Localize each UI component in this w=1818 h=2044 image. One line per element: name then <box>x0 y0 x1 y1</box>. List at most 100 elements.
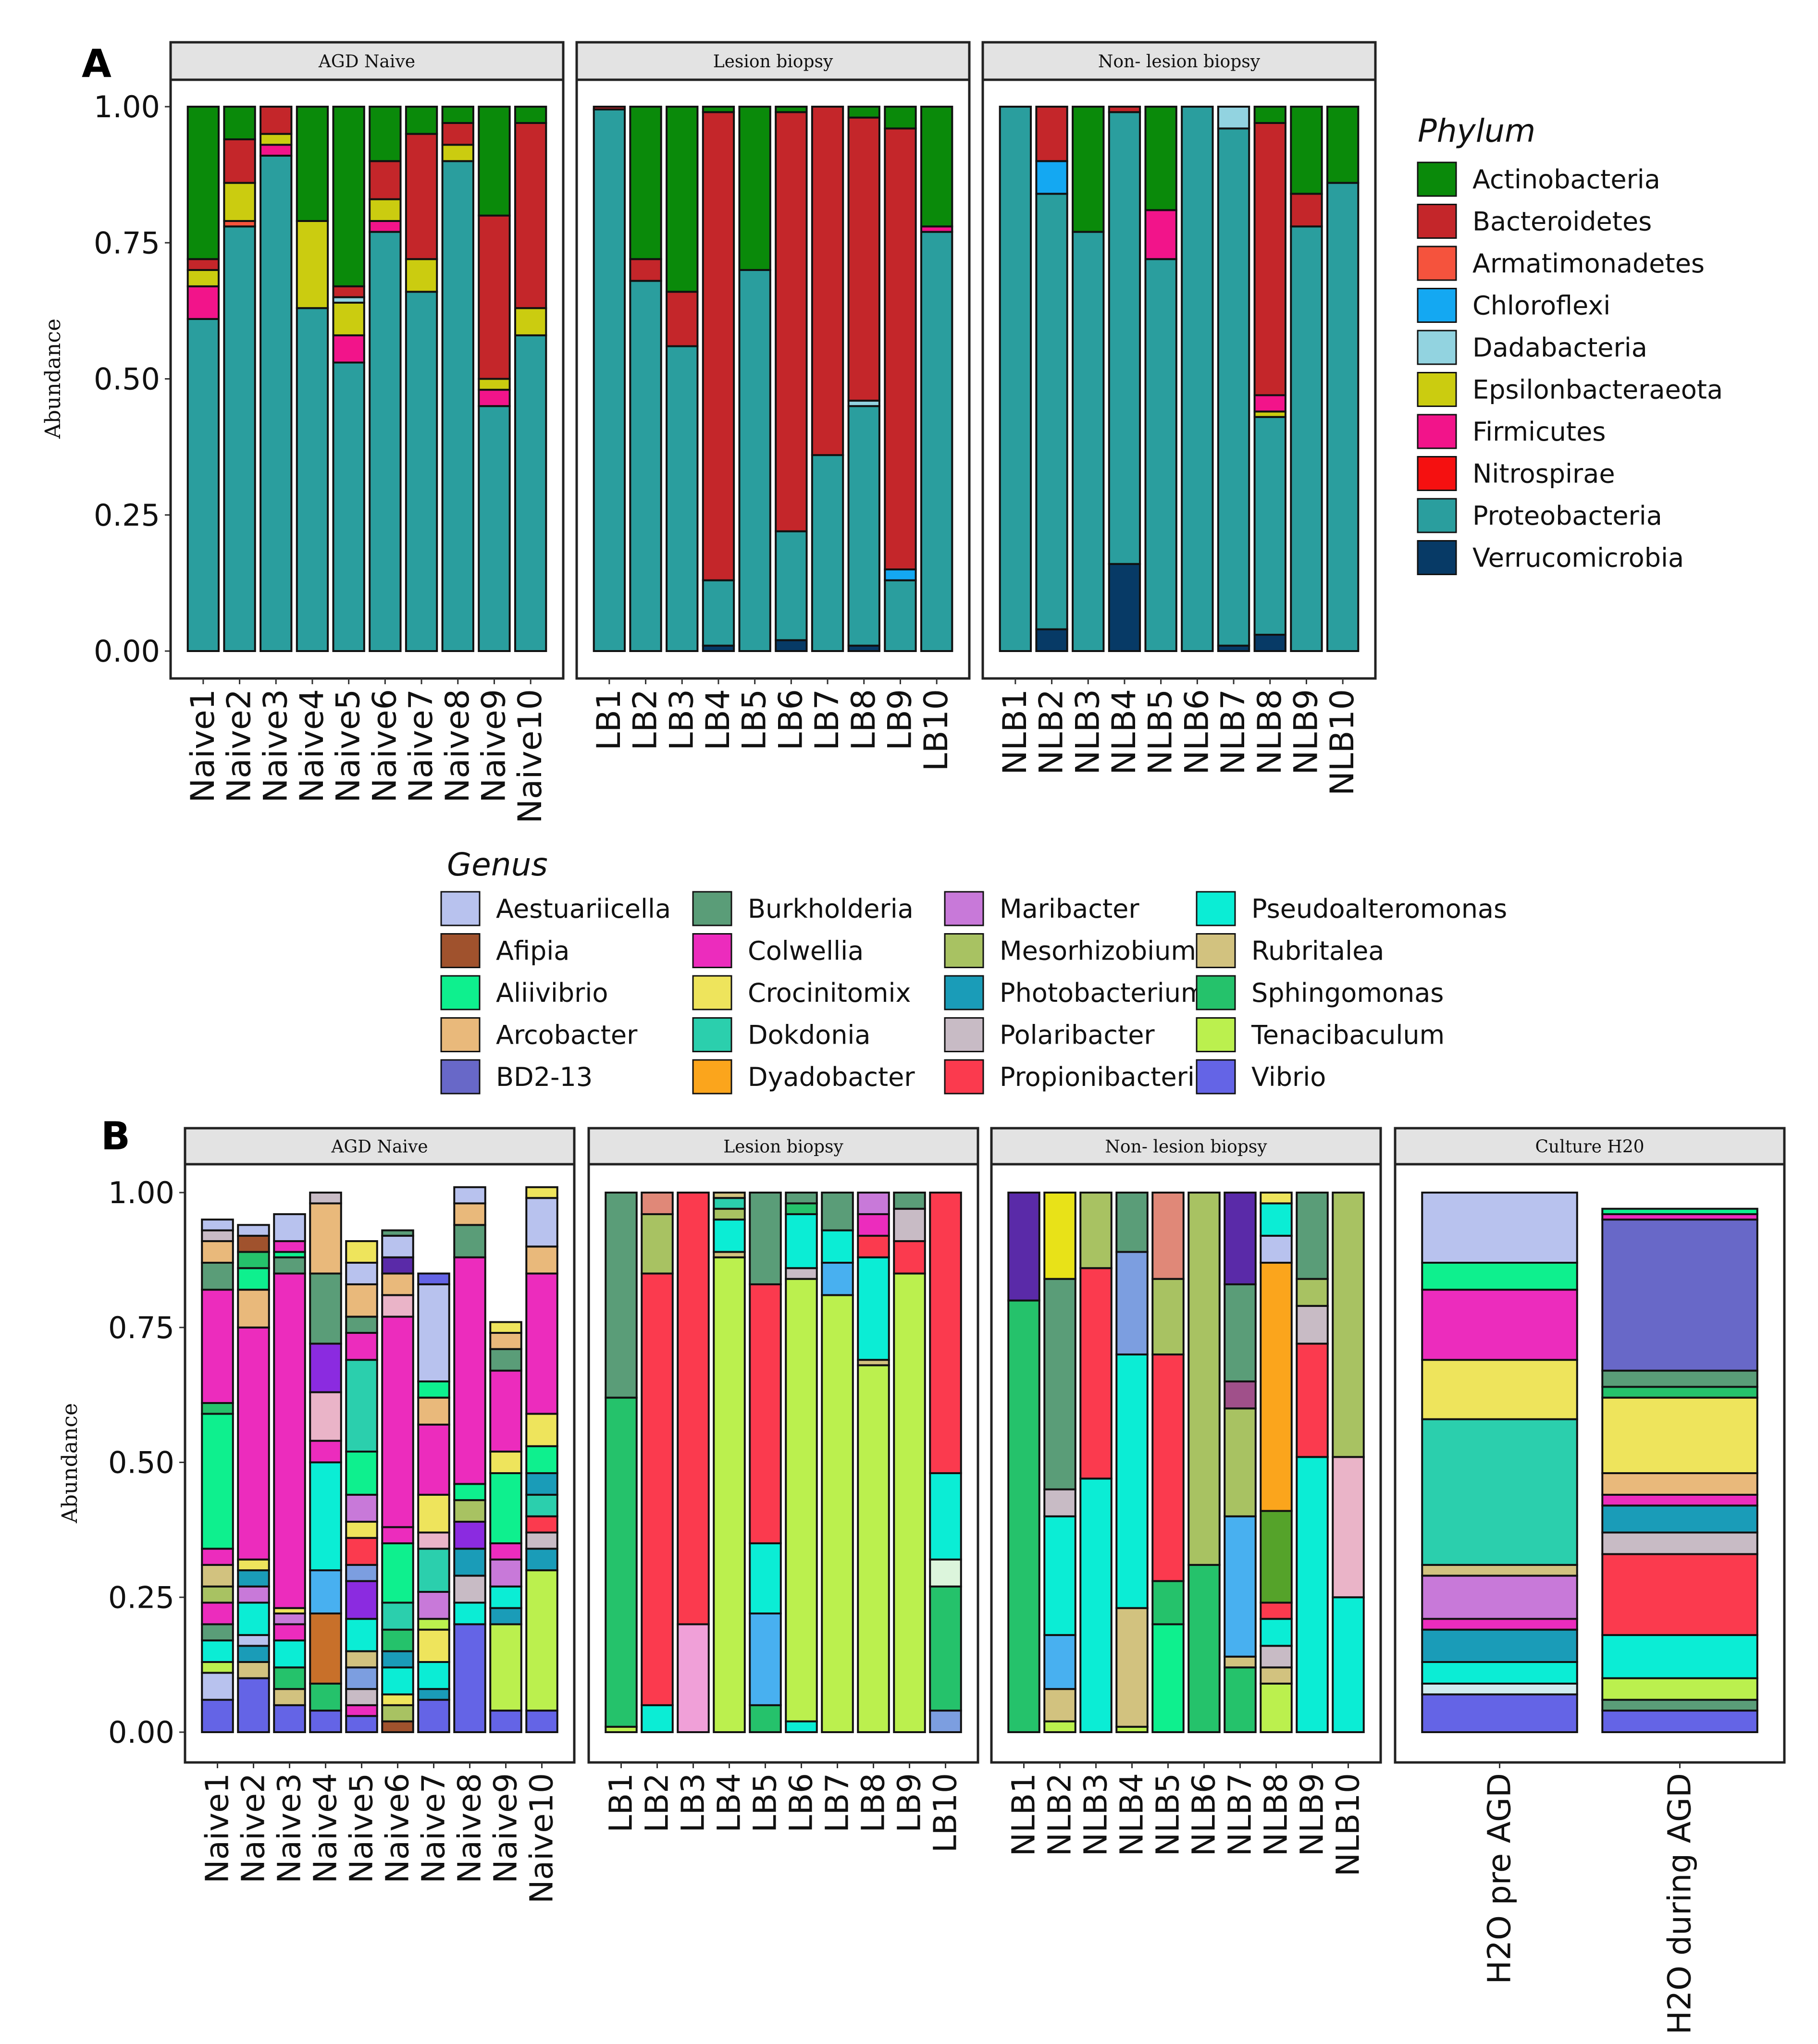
bar-segment-photobacterium <box>237 1569 270 1588</box>
bar-nlb7 <box>1224 1192 1257 1733</box>
bar-segment-bacteroidetes <box>1290 193 1323 228</box>
bar-segment-firmicutes <box>1253 394 1286 413</box>
bar-segment-unlabeled-purple <box>309 1342 342 1393</box>
x-tick-label: Naive10 <box>511 689 549 824</box>
bar-segment-actinobacteria <box>920 106 953 228</box>
legend-label-rubritalea: Rubritalea <box>1251 936 1384 966</box>
bar-segment-aestuariicella <box>381 1234 414 1258</box>
bar-segment-pseudoalteromonas <box>641 1704 674 1734</box>
bar-segment-aestuariicella <box>201 1672 234 1701</box>
bar-segment-burkholderia <box>453 1224 486 1258</box>
bar-segment-bacteroidetes <box>702 111 735 581</box>
bar-lb8 <box>847 106 880 653</box>
legend-key-proteobacteria <box>1417 498 1457 533</box>
legend-label-aestuariicella: Aestuariicella <box>496 894 671 924</box>
bar-segment-arcobacter <box>381 1272 414 1296</box>
bar-segment-photobacterium <box>1421 1628 1578 1663</box>
bar-segment-verrucomicrobia <box>1108 563 1141 652</box>
bar-nlb5 <box>1151 1192 1185 1733</box>
bar-segment-aliivibrio <box>201 1413 234 1550</box>
bar-segment-crocinitomix <box>381 1693 414 1706</box>
bar-segment-mesorhizobium <box>201 1585 234 1604</box>
bar-segment-propionibacterium <box>1079 1267 1113 1480</box>
bar-segment-colwellia <box>489 1542 522 1561</box>
bar-naive8 <box>453 1186 486 1733</box>
bar-segment-burkholderia <box>309 1272 342 1345</box>
bar-segment-vibrio <box>237 1677 270 1733</box>
bar-naive7 <box>405 106 438 652</box>
bar-naive9 <box>489 1321 522 1734</box>
x-tick-label: Naive3 <box>257 689 295 803</box>
bar-segment-actinobacteria <box>1290 106 1323 195</box>
bar-naive5 <box>332 106 365 652</box>
bar-segment-mesorhizobium <box>453 1499 486 1523</box>
x-tick-label: LB4 <box>699 689 737 751</box>
bar-segment-burkholderia <box>893 1192 926 1210</box>
bar-segment-proteobacteria <box>847 405 880 647</box>
bar-segment-unlabeled-mauve <box>1224 1380 1257 1410</box>
x-tick-label: NLB3 <box>1069 689 1107 775</box>
bar-segment-colwellia <box>525 1272 558 1415</box>
legend-label-burkholderia: Burkholderia <box>748 894 914 924</box>
bar-lb7 <box>811 106 844 652</box>
bar-naive3 <box>260 106 293 653</box>
bar-segment-actinobacteria <box>369 106 402 162</box>
x-tick-label: LB6 <box>772 689 810 751</box>
bar-segment-bacteroidetes <box>1035 106 1068 162</box>
bar-nlb2 <box>1043 1192 1076 1734</box>
bar-segment-proteobacteria <box>1035 193 1068 630</box>
bar-segment-unlabeled-dark-purple <box>1224 1192 1257 1285</box>
facet-culture-h20: Culture H20 H2O pre AGD H2O during AGD <box>1394 1127 1786 2034</box>
x-tick-label: LB2 <box>627 689 665 751</box>
bar-naive10 <box>514 106 547 652</box>
bar-segment-actinobacteria <box>514 106 547 124</box>
bar-segment-aestuariicella <box>417 1283 450 1383</box>
bar-segment-chloroflexi <box>884 568 917 581</box>
bar-segment-mesorhizobium <box>641 1213 674 1275</box>
x-tick-label: Naive3 <box>271 1773 308 1884</box>
legend-label-arcobacter: Arcobacter <box>496 1020 638 1050</box>
bar-segment-proteobacteria <box>920 231 953 652</box>
legend-key-armatimonadetes <box>1417 246 1457 281</box>
legend-label-armatimonadetes: Armatimonadetes <box>1472 248 1705 279</box>
bar-segment-proteobacteria <box>702 579 735 647</box>
bar-segment-unlabeled-brown <box>309 1612 342 1685</box>
bar-segment-pseudoalteromonas <box>345 1618 378 1652</box>
bar-segment-unlabeled-sky <box>749 1612 782 1706</box>
x-tick-label: NLB7 <box>1222 1773 1259 1856</box>
x-tick-label: Naive5 <box>330 689 368 803</box>
bar-nlb1 <box>999 106 1032 652</box>
facet-title: AGD Naive <box>331 1137 428 1157</box>
bar-segment-proteobacteria <box>775 530 808 641</box>
legend-key-vibrio <box>1196 1059 1236 1095</box>
bar-nlb3 <box>1072 106 1105 652</box>
bar-segment-polaribacter <box>345 1688 378 1706</box>
x-tick-label: NLB10 <box>1330 1773 1367 1876</box>
bar-segment-actinobacteria <box>186 106 220 260</box>
bar-segment-bacteroidetes <box>369 160 402 200</box>
bar-lb10 <box>920 106 953 652</box>
bar-segment-firmicutes <box>260 144 293 157</box>
bar-lb7 <box>821 1192 854 1734</box>
bar-segment-maribacter <box>1421 1575 1578 1620</box>
facet-agd-naive: AGD NaiveNaive1Naive2Naive3Naive4Naive5N… <box>184 1127 576 1904</box>
x-tick-label: LB7 <box>819 1773 856 1833</box>
bar-segment-actinobacteria <box>1253 106 1286 124</box>
facet-strip <box>575 41 971 81</box>
bar-nlb6 <box>1187 1192 1221 1734</box>
bar-segment-sphingomonas <box>1224 1666 1257 1733</box>
bar-segment-arcobacter <box>201 1240 234 1264</box>
bar-segment-proteobacteria <box>332 361 365 652</box>
bar-segment-colwellia <box>1421 1289 1578 1361</box>
x-tick-label: NLB7 <box>1214 689 1252 775</box>
bar-segment-crocinitomix <box>489 1321 522 1334</box>
bar-segment-burkholderia <box>1601 1699 1758 1712</box>
legend-label-epsilonbacteraeota: Epsilonbacteraeota <box>1472 375 1723 405</box>
bar-naive6 <box>381 1229 414 1734</box>
bar-segment-unlabeled-purple <box>345 1580 378 1620</box>
bar-lb2 <box>629 106 662 652</box>
legend-key-arcobacter <box>440 1017 481 1052</box>
bar-segment-crocinitomix <box>417 1628 450 1663</box>
bar-segment-tenacibaculum <box>857 1364 890 1734</box>
x-tick-label: LB1 <box>590 689 628 751</box>
